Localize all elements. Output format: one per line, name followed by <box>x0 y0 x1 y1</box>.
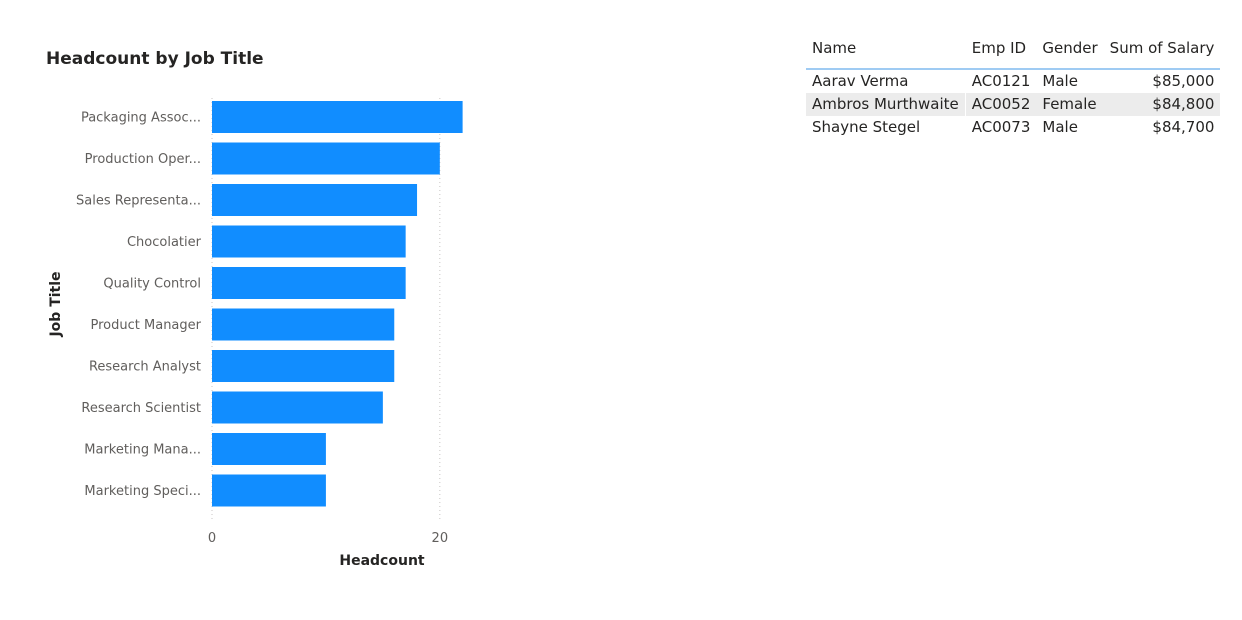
column-header-emp-id[interactable]: Emp ID <box>965 30 1037 70</box>
category-label: Research Analyst <box>89 360 201 375</box>
x-tick-label: 20 <box>432 531 449 546</box>
x-axis-title: Headcount <box>339 553 425 569</box>
salary-table-visual[interactable]: Name Emp ID Gender Sum of Salary Aarav V… <box>806 30 1221 139</box>
y-axis-title: Job Title <box>48 271 64 337</box>
category-label: Research Scientist <box>81 401 201 416</box>
table-row[interactable]: Ambros Murthwaite AC0052 Female $84,800 <box>806 93 1221 116</box>
cell-gender: Male <box>1042 118 1078 136</box>
cell-salary: $84,700 <box>1152 118 1215 136</box>
bar[interactable] <box>212 391 383 424</box>
category-label: Marketing Speci... <box>84 484 201 499</box>
column-header-gender[interactable]: Gender <box>1036 30 1104 70</box>
cell-name: Aarav Verma <box>806 69 966 93</box>
category-label: Marketing Mana... <box>84 443 201 458</box>
column-header-name[interactable]: Name <box>806 30 966 70</box>
cell-salary: $85,000 <box>1152 72 1215 90</box>
bar[interactable] <box>212 350 395 382</box>
bar[interactable] <box>212 474 326 507</box>
bar[interactable] <box>212 267 406 299</box>
category-label: Sales Representa... <box>76 194 201 209</box>
category-label: Chocolatier <box>127 235 202 250</box>
chart-title: Headcount by Job Title <box>46 49 264 69</box>
category-label: Packaging Assoc... <box>81 111 201 126</box>
cell-gender: Male <box>1042 72 1078 90</box>
cell-name: Ambros Murthwaite <box>806 93 966 116</box>
bar[interactable] <box>212 184 418 216</box>
category-label: Production Oper... <box>85 152 201 167</box>
column-header-sum-of-salary[interactable]: Sum of Salary <box>1103 30 1221 70</box>
x-tick-label: 0 <box>208 531 216 546</box>
category-labels: Packaging Assoc... Production Oper... Sale… <box>76 111 202 500</box>
table-row[interactable]: Shayne Stegel AC0073 Male $84,700 <box>806 116 1220 139</box>
cell-emp-id: AC0121 <box>971 72 1031 90</box>
bar[interactable] <box>212 142 440 175</box>
category-label: Product Manager <box>91 318 202 333</box>
bar[interactable] <box>212 225 406 258</box>
cell-gender: Female <box>1036 93 1104 116</box>
bar[interactable] <box>212 433 326 465</box>
salary-table: Name Emp ID Gender Sum of Salary Aarav V… <box>806 30 1221 139</box>
bar[interactable] <box>212 308 395 341</box>
bars <box>212 101 463 507</box>
cell-name: Shayne Stegel <box>806 116 966 139</box>
cell-emp-id: AC0052 <box>965 93 1037 116</box>
category-label: Quality Control <box>103 277 201 292</box>
bar[interactable] <box>212 101 463 133</box>
table-row[interactable]: Aarav Verma AC0121 Male $85,000 <box>806 69 1220 93</box>
x-tick-labels: 0 20 <box>208 531 448 546</box>
table-header-row: Name Emp ID Gender Sum of Salary <box>806 30 1221 70</box>
cell-emp-id: AC0073 <box>971 118 1031 136</box>
bar-chart-svg: Headcount by Job Title Packaging Assoc..… <box>46 49 463 569</box>
bar-chart-visual[interactable]: Headcount by Job Title Packaging Assoc..… <box>0 0 560 620</box>
cell-salary: $84,800 <box>1103 93 1221 116</box>
